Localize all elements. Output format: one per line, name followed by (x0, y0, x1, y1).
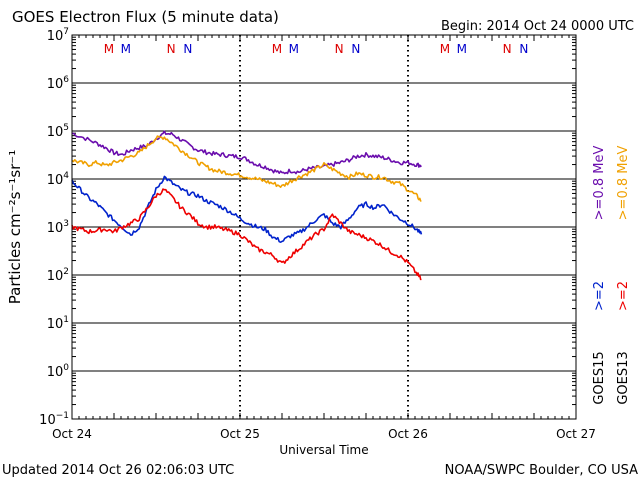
y-tick-label: 102 (47, 267, 69, 284)
begin-label: Begin: 2014 Oct 24 0000 UTC (441, 19, 634, 34)
mn-marker: N (335, 42, 344, 56)
legend-entry: >=2 (616, 281, 631, 311)
mn-marker: M (289, 42, 299, 56)
y-tick-label: 104 (47, 171, 70, 188)
x-tick-label: Oct 26 (388, 427, 428, 441)
mn-marker: N (519, 42, 528, 56)
series-line-3 (71, 188, 422, 281)
mn-marker: M (121, 42, 131, 56)
legend-entry: >=0.8 MeV (592, 146, 607, 221)
legend-entry: GOES13 (616, 351, 631, 404)
mn-marker: M (440, 42, 450, 56)
y-tick-label: 107 (47, 27, 69, 44)
chart-title: GOES Electron Flux (5 minute data) (12, 8, 279, 26)
x-tick-label: Oct 27 (556, 427, 596, 441)
mn-marker: N (167, 42, 176, 56)
mn-marker: N (351, 42, 360, 56)
legend-entry: >=2 (592, 281, 607, 311)
plot-frame (71, 34, 577, 420)
mn-marker: M (104, 42, 114, 56)
series-line-0 (71, 130, 422, 175)
mn-marker: N (503, 42, 512, 56)
x-axis-label: Universal Time (279, 443, 368, 457)
y-tick-label: 105 (47, 123, 69, 140)
mn-marker: M (272, 42, 282, 56)
y-tick-label: 106 (47, 75, 70, 92)
x-tick-label: Oct 24 (52, 427, 92, 441)
mn-marker: M (457, 42, 467, 56)
footer-credit: NOAA/SWPC Boulder, CO USA (445, 463, 638, 478)
mn-marker: N (183, 42, 192, 56)
y-axis-label: Particles cm⁻²s⁻¹sr⁻¹ (6, 150, 24, 304)
legend-entry: GOES15 (592, 351, 607, 404)
x-tick-label: Oct 25 (220, 427, 260, 441)
y-tick-label: 103 (47, 219, 69, 236)
footer-updated: Updated 2014 Oct 26 02:06:03 UTC (2, 463, 234, 478)
legend-entry: >=0.8 MeV (616, 146, 631, 221)
y-tick-label: 100 (47, 363, 70, 380)
series-line-1 (71, 135, 422, 202)
series-line-2 (71, 175, 423, 243)
y-tick-label: 10−1 (39, 411, 69, 428)
y-tick-label: 101 (47, 315, 69, 332)
